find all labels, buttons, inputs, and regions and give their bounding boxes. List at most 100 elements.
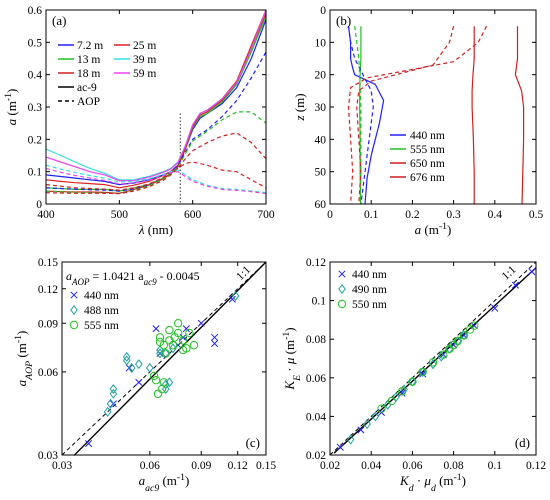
data-point-diamond	[460, 330, 468, 341]
data-point-diamond	[161, 384, 170, 395]
data-point-x	[182, 325, 190, 333]
plot-frame	[329, 261, 537, 456]
x-axis-label: a (m-1)	[415, 221, 452, 238]
data-point-x	[491, 304, 499, 312]
legend-label: 555 nm	[410, 144, 445, 156]
data-point-circle	[159, 340, 169, 350]
x-tick-label: 0.2	[405, 209, 420, 221]
legend-label: 18 m	[77, 68, 100, 80]
x-tick-label: 600	[184, 209, 202, 221]
data-point-diamond	[346, 434, 355, 445]
aop-profile-line	[354, 26, 362, 205]
x-tick-label: 700	[257, 209, 275, 221]
data-point-x	[528, 268, 536, 276]
x-tick-label: 0.3	[446, 209, 461, 221]
y-tick-label: 0.04	[306, 411, 326, 423]
data-point-circle	[337, 299, 347, 309]
x-tick-label: 0.1	[364, 209, 379, 221]
data-point-x	[398, 389, 406, 397]
y-tick-label: 0.5	[28, 37, 43, 49]
data-point-circle	[428, 358, 438, 367]
data-point-circle	[470, 321, 479, 330]
data-point-x	[228, 295, 236, 303]
one-to-one-line	[61, 261, 267, 456]
data-point-x	[470, 322, 478, 330]
y-tick-label: 30	[315, 102, 327, 114]
y-axis-label: z (m)	[292, 93, 307, 121]
panel-label: (c)	[246, 435, 260, 450]
y-tick-label: 0.4	[28, 70, 43, 82]
y-tick-label: 0	[36, 199, 42, 211]
x-tick-label: 0.5	[529, 209, 544, 221]
panel-b: 0 0.1 0.2 0.3 0.4 0.5 0 10 20 30 40 50 60 (b) 440 nm 55…	[292, 5, 543, 237]
data-point-x	[419, 370, 427, 378]
y-tick-label: 0.3	[28, 102, 43, 114]
regression-line	[333, 267, 537, 454]
y-tick-label: 0.1	[28, 167, 43, 179]
panel-label: (a)	[52, 13, 66, 28]
y-tick-label: 0.03	[38, 450, 58, 462]
panel-c: 0.03 0.06 0.09 0.12 0.15 0.03 0.06 0.09 0.12 0.15…	[13, 257, 277, 494]
data-point-diamond	[363, 419, 371, 430]
x-tick-label: 0.12	[526, 460, 546, 472]
legend-label: ac-9	[77, 82, 97, 94]
y-tick-label: 40	[315, 134, 327, 146]
data-point-x	[211, 339, 219, 348]
y-axis-label: KE · μ (m-1)	[281, 327, 303, 390]
y-tick-label: 0.08	[306, 334, 326, 346]
x-tick-label: 0.03	[52, 460, 72, 472]
x-tick-label: 0.06	[402, 460, 422, 472]
data-point-circle	[149, 371, 159, 381]
y-axis-label: aAOP (m-1)	[13, 331, 35, 387]
x-axis-label: aac9 (m-1)	[139, 472, 190, 494]
y-tick-label: 0.1	[312, 296, 327, 308]
data-point-circle	[173, 319, 183, 328]
data-point-circle	[418, 367, 427, 377]
legend-label: 440 nm	[352, 269, 387, 281]
data-point-circle	[173, 328, 183, 338]
data-point-circle	[159, 378, 169, 387]
data-point-diamond	[429, 359, 437, 370]
data-point-diamond	[103, 406, 112, 417]
legend-label: AOP	[77, 96, 100, 108]
data-point-circle	[377, 404, 386, 413]
panel-label: (b)	[336, 13, 351, 28]
legend-label: 440 nm	[410, 130, 445, 142]
y-tick-label: 0.09	[38, 318, 58, 330]
x-tick-label: 0.04	[361, 460, 381, 472]
data-point-x	[152, 325, 160, 333]
y-tick-label: 0.06	[306, 373, 326, 385]
y-tick-label: 0.02	[306, 450, 326, 462]
data-point-circle	[453, 336, 462, 346]
legend-label: 650 nm	[410, 158, 445, 170]
data-point-circle	[155, 333, 165, 342]
aop-spectrum-line	[45, 132, 267, 195]
x-axis-label: Kd · μd (m-1)	[399, 472, 466, 494]
aop-profile-line	[347, 26, 374, 205]
data-point-circle	[185, 328, 194, 338]
data-point-circle	[397, 387, 407, 396]
data-point-circle	[168, 340, 178, 350]
data-point-x	[135, 378, 143, 386]
data-point-diamond	[70, 304, 78, 316]
x-tick-label: 0.06	[140, 460, 160, 472]
y-tick-label: 0	[320, 5, 326, 17]
data-point-x	[511, 281, 519, 289]
data-point-x	[197, 319, 205, 327]
ac9-profile-line	[471, 26, 475, 204]
panel-d: 0.02 0.04 0.06 0.08 0.1 0.12 0.02 0.04 0.06 0.08 0…	[281, 257, 547, 494]
x-tick-label: 0.4	[488, 209, 503, 221]
legend-label: 488 nm	[84, 305, 119, 317]
data-point-diamond	[231, 290, 240, 301]
y-tick-label: 0.06	[38, 367, 58, 379]
data-point-diamond	[169, 343, 177, 354]
panel-a: 400 500 600 700 0 0.1 0.2 0.3 0.4 0.5 0.6 (a) 7.2 m 2…	[3, 5, 275, 237]
legend-label: 59 m	[133, 68, 156, 80]
legend-label: 7.2 m	[77, 40, 103, 52]
data-point-circle	[408, 377, 417, 386]
y-tick-label: 0.12	[38, 284, 58, 296]
data-point-circle	[178, 336, 188, 345]
data-point-diamond	[106, 398, 115, 409]
data-point-circle	[161, 349, 170, 358]
